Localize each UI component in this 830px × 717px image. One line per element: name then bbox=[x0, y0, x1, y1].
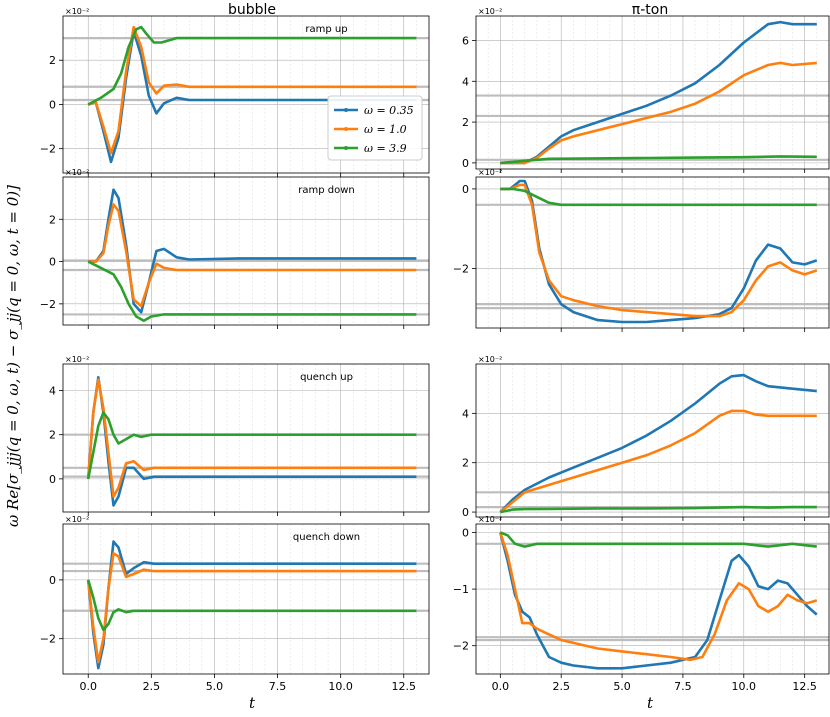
y-tick-label: 0 bbox=[462, 526, 469, 539]
x-tick-label: 12.5 bbox=[392, 680, 417, 693]
sci-offset-label: ×10⁻² bbox=[478, 515, 502, 524]
x-axis-label-right: t bbox=[647, 694, 654, 712]
series-line-2 bbox=[86, 411, 417, 480]
y-tick-label: 2 bbox=[49, 213, 56, 226]
series-line-1 bbox=[499, 409, 817, 514]
y-tick-label: 2 bbox=[49, 54, 56, 67]
series-line-1 bbox=[500, 183, 818, 318]
panel-7: −2 −1 0 0.0 2.5 5.0 7.5 10.0 12.5 ×10⁻² bbox=[453, 515, 830, 693]
axes-frame bbox=[62, 523, 430, 675]
y-tick-label: −2 bbox=[453, 262, 469, 275]
axes-frame bbox=[475, 176, 830, 329]
series-line-1 bbox=[86, 552, 417, 664]
sci-offset-label: ×10⁻² bbox=[65, 7, 89, 16]
panel-annotation: ramp down bbox=[298, 185, 355, 196]
panel-annotation: quench up bbox=[300, 372, 353, 383]
series-line-1 bbox=[86, 378, 417, 498]
y-tick-label: 6 bbox=[462, 34, 469, 47]
x-tick-label: 10.0 bbox=[328, 680, 353, 693]
y-tick-label: 4 bbox=[462, 407, 469, 420]
x-tick-label: 2.5 bbox=[552, 680, 570, 693]
y-tick-label: 4 bbox=[49, 385, 56, 398]
panel-2: −2 0 2 ×10⁻² ramp down bbox=[40, 168, 430, 329]
x-tick-label: 5.0 bbox=[613, 680, 631, 693]
axes-frame bbox=[62, 363, 430, 513]
legend-label: ω = 3.9 bbox=[364, 142, 407, 155]
y-tick-label: 4 bbox=[462, 75, 469, 88]
x-tick-label: 7.5 bbox=[269, 680, 287, 693]
panel-5: 0 2 4 ×10⁻² bbox=[462, 355, 830, 521]
legend-label: ω = 1.0 bbox=[364, 123, 407, 136]
axes-frame bbox=[475, 363, 830, 518]
series-line-2 bbox=[500, 187, 817, 207]
sci-offset-label: ×10⁻² bbox=[478, 168, 502, 177]
series-line-2 bbox=[499, 531, 817, 548]
legend-label: ω = 0.35 bbox=[364, 104, 414, 117]
y-tick-label: −1 bbox=[453, 583, 469, 596]
sci-offset-label: ×10⁻² bbox=[478, 7, 502, 16]
panel-1: 0 2 4 6 ×10⁻² bbox=[462, 7, 830, 173]
col-title-piton: π-ton bbox=[632, 2, 668, 18]
y-tick-label: 0 bbox=[49, 98, 56, 111]
sci-offset-label: ×10⁻² bbox=[65, 168, 89, 177]
legend-box bbox=[327, 95, 423, 161]
y-tick-label: 2 bbox=[49, 429, 56, 442]
x-tick-label: 2.5 bbox=[143, 680, 161, 693]
y-tick-label: 0 bbox=[49, 473, 56, 486]
panel-annotation: quench down bbox=[293, 532, 360, 543]
series-line-1 bbox=[88, 203, 417, 308]
legend-marker bbox=[344, 108, 348, 112]
y-tick-label: −2 bbox=[40, 143, 56, 156]
series-line-2 bbox=[86, 579, 417, 632]
x-tick-label: 5.0 bbox=[206, 680, 224, 693]
x-tick-label: 7.5 bbox=[674, 680, 692, 693]
x-tick-label: 0.0 bbox=[492, 680, 510, 693]
series-line-0 bbox=[87, 30, 417, 164]
series-line-0 bbox=[500, 20, 817, 165]
series-line-2 bbox=[87, 260, 417, 323]
y-tick-label: 2 bbox=[462, 457, 469, 470]
series-line-2 bbox=[500, 155, 817, 165]
panel-3: −2 0 ×10⁻² bbox=[453, 168, 830, 332]
axes-frame bbox=[62, 15, 430, 174]
panel-annotation: ramp up bbox=[305, 24, 347, 35]
y-tick-label: 0 bbox=[49, 574, 56, 587]
sci-offset-label: ×10⁻² bbox=[65, 355, 89, 364]
y-tick-label: 0 bbox=[49, 256, 56, 269]
y-tick-label: 2 bbox=[462, 116, 469, 129]
axes-frame bbox=[475, 523, 830, 675]
legend-marker bbox=[344, 127, 348, 131]
y-tick-label: 0 bbox=[462, 183, 469, 196]
series-line-2 bbox=[500, 505, 817, 514]
panel-4: 0 2 4 ×10⁻² quench up bbox=[49, 355, 430, 516]
axes-frame bbox=[62, 176, 430, 326]
col-title-bubble: bubble bbox=[228, 2, 276, 18]
series-line-1 bbox=[499, 532, 818, 662]
series-line-1 bbox=[500, 61, 817, 165]
panel-6: −2 0 0.0 2.5 5.0 7.5 10.0 12.5 ×10⁻² quench down bbox=[40, 515, 430, 693]
sci-offset-label: ×10⁻² bbox=[478, 355, 502, 364]
y-tick-label: −2 bbox=[453, 640, 469, 653]
x-tick-label: 0.0 bbox=[79, 680, 97, 693]
axes-frame bbox=[475, 15, 830, 170]
legend-marker bbox=[344, 146, 348, 150]
legend: ω = 0.35 ω = 1.0 ω = 3.9 bbox=[327, 95, 423, 161]
y-tick-label: −2 bbox=[40, 298, 56, 311]
sci-offset-label: ×10⁻² bbox=[65, 515, 89, 524]
series-line-2 bbox=[87, 25, 417, 106]
y-tick-label: 0 bbox=[462, 157, 469, 170]
x-tick-label: 12.5 bbox=[792, 680, 817, 693]
series-line-1 bbox=[87, 25, 417, 155]
y-axis-label: ω Re[σ_jjj(q = 0, ω, t) − σ_jj(q = 0, ω,… bbox=[4, 185, 22, 527]
panels: −2 0 2 ×10⁻² ramp up 0 2 4 6 ×10⁻² −2 0 2 ×10⁻² ramp d… bbox=[40, 7, 830, 693]
x-tick-label: 10.0 bbox=[732, 680, 757, 693]
series-line-0 bbox=[499, 373, 817, 514]
x-axis-label-left: t bbox=[249, 694, 256, 712]
y-tick-label: 0 bbox=[462, 506, 469, 519]
y-tick-label: −2 bbox=[40, 633, 56, 646]
